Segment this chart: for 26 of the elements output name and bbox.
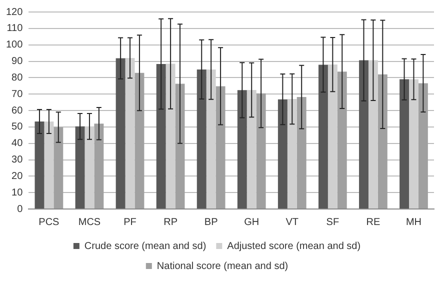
y-tick-label: 10 (12, 187, 24, 198)
x-tick-label: VT (286, 216, 299, 228)
y-tick-label: 120 (6, 6, 24, 18)
y-tick-label: 80 (12, 72, 24, 84)
x-tick-label: RP (164, 216, 178, 228)
x-tick-label: GH (244, 216, 260, 228)
y-tick-label: 100 (6, 40, 24, 51)
y-tick-label: 70 (12, 88, 24, 100)
x-tick-label: BP (204, 216, 218, 228)
y-tick-label: 20 (12, 170, 24, 182)
x-tick-label: MCS (78, 216, 101, 228)
y-tick-label: 60 (12, 105, 24, 116)
x-tick-label: MH (406, 216, 422, 228)
y-tick-label: 90 (12, 56, 24, 67)
legend-label: National score (mean and sd) (156, 260, 288, 272)
y-tick-label: 30 (12, 154, 24, 166)
y-tick-label: 110 (6, 23, 24, 34)
legend-label: Crude score (mean and sd) (84, 240, 206, 252)
x-tick-label: PCS (38, 216, 60, 228)
y-tick-label: 0 (17, 204, 24, 215)
y-tick-label: 50 (12, 122, 24, 133)
y-tick-label: 40 (12, 138, 24, 150)
x-tick-label: PF (124, 216, 136, 228)
legend-label: Adjusted score (mean and sd) (227, 240, 361, 252)
x-tick-label: SF (326, 216, 340, 228)
x-tick-label: RE (366, 216, 380, 228)
